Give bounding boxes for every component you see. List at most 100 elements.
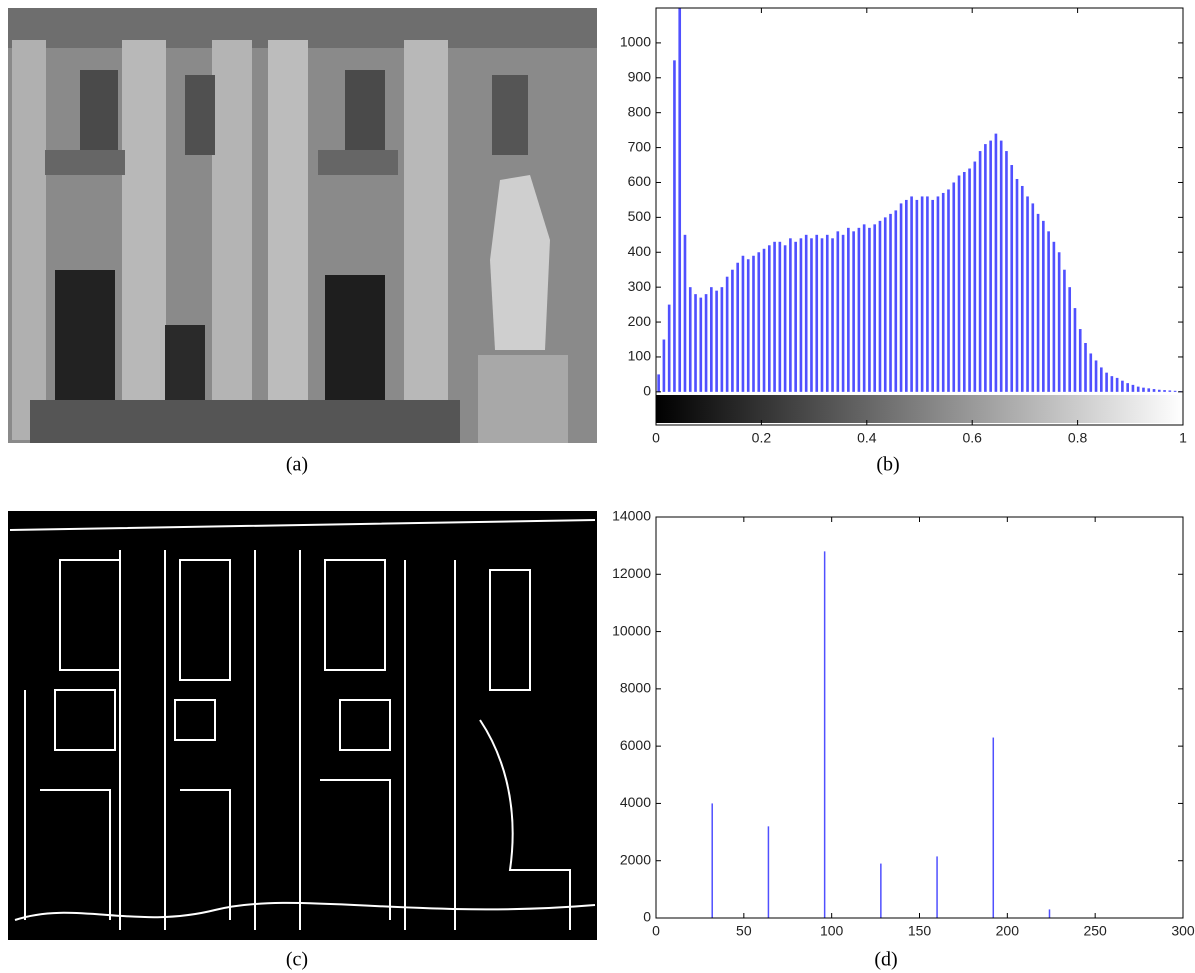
x-tick-label: 0.2 <box>752 430 772 446</box>
bar <box>841 234 845 392</box>
bar <box>1036 213 1040 392</box>
bar <box>688 287 692 392</box>
y-tick-label: 300 <box>628 278 652 294</box>
bar <box>820 238 824 392</box>
x-tick-label: 1 <box>1179 430 1187 446</box>
bar <box>1131 384 1135 392</box>
bar <box>831 238 834 392</box>
bar <box>899 203 903 392</box>
bar <box>794 241 797 392</box>
x-tick-label: 50 <box>736 923 752 939</box>
bar <box>1157 389 1161 392</box>
bar <box>725 276 729 392</box>
y-tick-label: 600 <box>628 173 652 189</box>
bar <box>873 224 877 392</box>
y-tick-label: 200 <box>628 313 652 329</box>
bar <box>825 234 829 392</box>
bar <box>984 144 987 392</box>
bar <box>1147 388 1151 392</box>
x-tick-label: 250 <box>1083 923 1107 939</box>
plot <box>657 8 1182 392</box>
bar <box>823 551 826 918</box>
bar <box>836 231 840 392</box>
plot <box>711 551 1051 918</box>
y-tick-label: 4000 <box>620 794 651 810</box>
bar <box>936 196 940 392</box>
y-tick-label: 10000 <box>612 622 651 638</box>
bar <box>920 196 924 392</box>
bar <box>657 374 660 392</box>
y-tick-label: 14000 <box>612 508 651 524</box>
caption: (a) <box>286 454 308 476</box>
bar <box>741 255 745 392</box>
bar <box>1136 386 1140 392</box>
bar <box>1115 377 1119 392</box>
bar <box>926 196 929 392</box>
photo <box>8 8 597 443</box>
y-tick-label: 100 <box>628 348 652 364</box>
colorbar <box>656 395 1183 423</box>
bar <box>852 231 855 392</box>
bar <box>710 287 713 392</box>
bar <box>847 227 850 392</box>
bar <box>915 199 919 392</box>
bar <box>994 133 998 392</box>
bar <box>1173 390 1177 392</box>
bar <box>1052 241 1056 392</box>
bar <box>810 238 813 392</box>
bar <box>1068 287 1072 392</box>
bar <box>1142 387 1145 392</box>
y-tick-label: 400 <box>628 243 652 259</box>
y-tick-label: 1000 <box>620 34 651 50</box>
bar <box>1163 390 1166 392</box>
bar <box>989 140 992 392</box>
bar <box>799 238 803 392</box>
bar <box>789 238 792 392</box>
bar <box>978 151 982 392</box>
bar <box>1073 308 1077 392</box>
bar <box>1031 203 1035 392</box>
x-tick-label: 200 <box>996 923 1020 939</box>
bar <box>1047 231 1050 392</box>
bar <box>757 252 761 392</box>
y-tick-label: 800 <box>628 103 652 119</box>
bar <box>894 210 898 392</box>
edge-map <box>8 511 597 940</box>
bar <box>1048 909 1051 918</box>
bar <box>720 287 724 392</box>
bar <box>1099 367 1103 392</box>
plot-frame <box>655 7 1184 426</box>
bar <box>715 290 718 392</box>
x-tick-label: 0.8 <box>1068 430 1088 446</box>
y-tick-label: 2000 <box>620 851 651 867</box>
bar <box>992 737 995 918</box>
bar <box>767 245 771 392</box>
bar <box>783 245 787 392</box>
bar <box>878 220 882 392</box>
bar <box>1026 196 1029 392</box>
bar <box>973 161 977 392</box>
x-tick-label: 0.6 <box>962 430 982 446</box>
bar <box>905 199 908 392</box>
bar <box>678 8 682 392</box>
bar <box>862 224 866 392</box>
bar <box>773 241 776 392</box>
bar <box>736 262 740 392</box>
x-tick-label: 0 <box>652 430 660 446</box>
bar <box>767 826 770 918</box>
bar <box>999 140 1003 392</box>
bar <box>889 213 892 392</box>
bar <box>815 234 819 392</box>
bar <box>931 199 934 392</box>
bar <box>667 304 671 392</box>
x-tick-label: 150 <box>908 923 932 939</box>
bar <box>762 248 766 392</box>
bar <box>746 259 750 392</box>
y-tick-label: 0 <box>643 909 651 925</box>
bar <box>731 269 734 392</box>
caption: (b) <box>876 454 899 476</box>
bar <box>1110 376 1114 392</box>
bar <box>968 168 971 392</box>
bar <box>1121 380 1124 392</box>
bar <box>694 294 697 392</box>
